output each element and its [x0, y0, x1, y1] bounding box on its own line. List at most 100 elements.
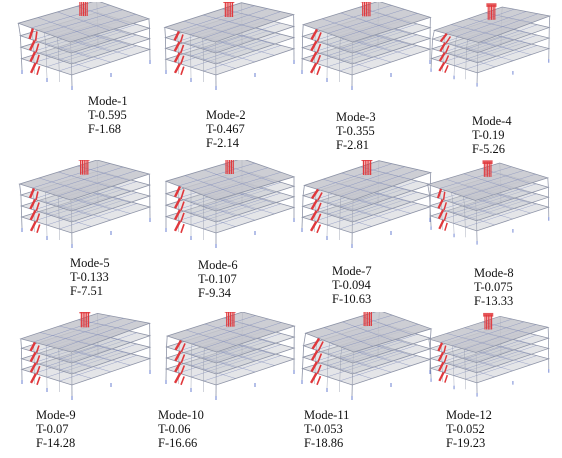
stair-flight: [316, 54, 322, 64]
stair-flight: [29, 62, 37, 74]
stair-flight: [180, 189, 185, 200]
grid-line: [339, 355, 418, 382]
mode-caption: Mode-12 T-0.052 F-19.23: [446, 408, 492, 450]
grid-line: [340, 344, 418, 371]
stair-flight: [443, 202, 448, 211]
stair-flight: [311, 337, 321, 350]
frame-column: [20, 47, 22, 59]
mode-shape-model: [301, 312, 433, 400]
stair-flight: [173, 52, 181, 63]
frequency-label: F-19.23: [446, 436, 486, 450]
mode-label: Mode-9: [36, 408, 76, 422]
stair-flight: [28, 40, 36, 51]
floor-slab: [19, 312, 152, 353]
mode-caption: Mode-7 T-0.094 F-10.63: [332, 264, 372, 306]
mode-shape-model: [18, 160, 152, 248]
frame-column: [302, 185, 305, 196]
stair-flight: [316, 224, 322, 234]
grid-line: [57, 11, 110, 31]
stair-flight: [439, 33, 448, 43]
frame-column: [463, 196, 465, 207]
mode-label: Mode-2: [206, 108, 246, 122]
stair-flight: [173, 185, 182, 198]
stair-flight: [316, 32, 322, 42]
frequency-label: F-16.66: [158, 436, 198, 450]
mode-shape-model: [163, 2, 296, 90]
stair-flight: [173, 198, 182, 209]
grid-line: [483, 199, 531, 214]
stair-flight: [443, 212, 448, 221]
period-label: T-0.355: [336, 124, 375, 138]
grid-line: [203, 355, 282, 382]
stair-flight: [173, 209, 182, 221]
grid-line: [203, 172, 282, 196]
grid-line: [58, 34, 137, 61]
stair-flight: [445, 45, 450, 54]
grid-line: [203, 192, 282, 219]
grid-line: [59, 357, 111, 373]
mode-caption: Mode-5 T-0.133 F-7.51: [70, 256, 110, 298]
stair-flight: [180, 66, 185, 76]
stair-flight: [29, 351, 37, 363]
grid-line: [483, 41, 532, 55]
frame-column: [428, 339, 431, 349]
grid-line: [464, 193, 537, 218]
stair-tower-roof: [79, 312, 91, 314]
grid-line: [340, 356, 392, 373]
stair-flight: [35, 345, 40, 353]
stair-flight: [179, 34, 184, 43]
mode-label: Mode-8: [474, 266, 514, 280]
stair-tower-roof: [486, 3, 497, 7]
stair-flight: [180, 201, 185, 211]
grid-line: [466, 47, 514, 61]
frame-column: [466, 39, 468, 50]
stair-tower-roof: [224, 312, 236, 313]
stair-flight: [179, 44, 185, 54]
period-label: T-0.06: [158, 422, 191, 436]
stair-flight: [310, 210, 318, 221]
frame-column: [44, 32, 47, 45]
frame-column: [164, 27, 166, 38]
mode-shape-model: [427, 312, 550, 397]
period-label: T-0.052: [446, 422, 485, 436]
period-label: T-0.133: [70, 270, 109, 284]
grid-line: [465, 345, 537, 370]
grid-line: [464, 327, 513, 341]
stair-flight: [35, 54, 40, 64]
frequency-label: F-7.51: [70, 284, 103, 298]
floor-slab: [300, 34, 432, 76]
frequency-label: F-9.34: [198, 286, 231, 300]
grid-line: [339, 34, 418, 61]
frame-column: [148, 18, 150, 29]
stair-flight: [316, 364, 322, 374]
stair-flight: [29, 362, 37, 373]
period-label: T-0.19: [472, 128, 505, 142]
grid-line: [203, 344, 282, 371]
mode-shape-model: [19, 312, 152, 400]
stair-flight: [316, 202, 322, 212]
grid-line: [465, 45, 538, 70]
mode-caption: Mode-3 T-0.355 F-2.81: [336, 110, 376, 152]
mode-shape-model: [17, 2, 152, 90]
period-label: T-0.075: [474, 280, 513, 294]
grid-line: [463, 173, 512, 190]
grid-line: [57, 14, 136, 38]
frequency-label: F-13.33: [474, 294, 514, 308]
stair-flight: [316, 66, 321, 76]
grid-line: [57, 170, 137, 197]
grid-line: [467, 13, 538, 40]
period-label: T-0.467: [206, 122, 245, 136]
stair-flight: [445, 36, 452, 44]
mode-label: Mode-1: [88, 94, 128, 108]
grid-line: [340, 204, 392, 221]
grid-line: [222, 198, 275, 215]
frequency-label: F-18.86: [304, 436, 344, 450]
frame-column: [18, 23, 21, 36]
period-label: T-0.094: [332, 278, 371, 292]
grid-line: [463, 173, 536, 197]
stair-flight: [173, 220, 182, 232]
floor-slab: [301, 2, 432, 43]
stair-flight: [29, 198, 37, 210]
stair-flight: [444, 222, 448, 231]
grid-line: [58, 171, 111, 188]
